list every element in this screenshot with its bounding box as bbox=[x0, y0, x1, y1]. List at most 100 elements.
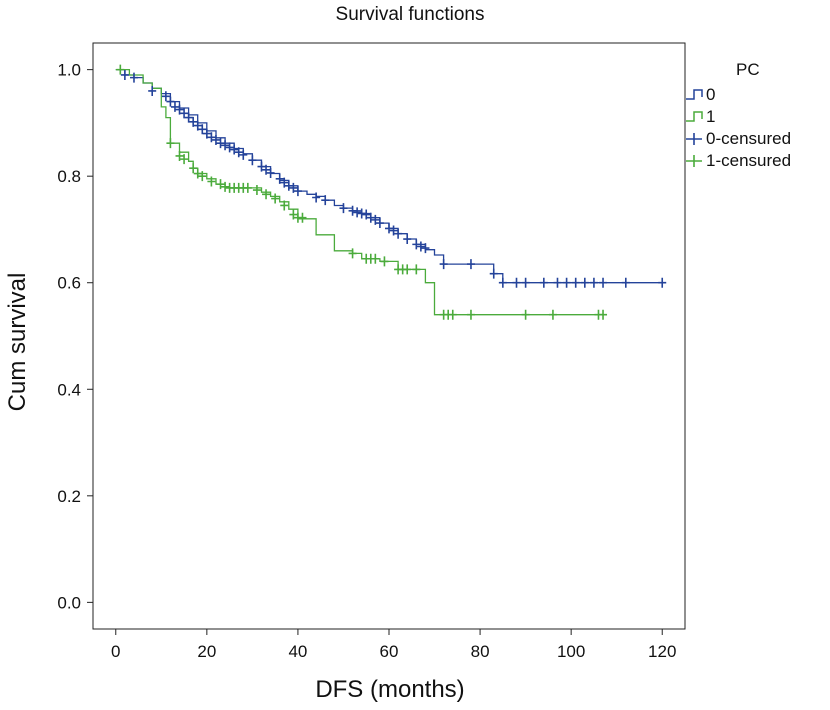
censor-mark-0-17 bbox=[225, 142, 234, 153]
censor-mark-0-37 bbox=[366, 212, 375, 223]
censor-mark-0-29 bbox=[293, 186, 302, 197]
censor-mark-0-7 bbox=[180, 108, 189, 119]
censor-mark-0-52 bbox=[521, 277, 530, 288]
censor-mark-1-26 bbox=[380, 256, 389, 267]
censor-mark-1-0 bbox=[116, 64, 125, 75]
survival-lines bbox=[115, 68, 663, 316]
x-tick-label-3: 60 bbox=[380, 642, 399, 661]
legend-symbols bbox=[686, 89, 703, 167]
censor-mark-0-51 bbox=[512, 277, 521, 288]
censor-mark-0-19 bbox=[234, 147, 243, 158]
x-tick-label-6: 120 bbox=[648, 642, 676, 661]
censor-mark-0-56 bbox=[571, 277, 580, 288]
censor-mark-0-46 bbox=[421, 243, 430, 254]
censor-mark-0-24 bbox=[266, 167, 275, 178]
censor-mark-0-45 bbox=[416, 241, 425, 252]
legend-step-icon-0 bbox=[684, 84, 704, 106]
y-tick-label-2: 0.4 bbox=[57, 380, 81, 399]
censor-mark-0-4 bbox=[166, 96, 175, 107]
censor-mark-0-14 bbox=[211, 134, 220, 145]
legend-item-3: 1-censured bbox=[684, 150, 830, 172]
censor-mark-0-32 bbox=[339, 203, 348, 214]
censor-mark-0-30 bbox=[312, 192, 321, 203]
censor-mark-0-39 bbox=[375, 218, 384, 229]
axis-ticks: 0 20 40 60 80 100 120 0.0 0.2 0.4 0.6 0.8 1.0 bbox=[57, 61, 676, 661]
censor-mark-0-33 bbox=[348, 205, 357, 216]
censor-mark-1-35 bbox=[521, 309, 530, 320]
legend-item-1: 1 bbox=[684, 106, 830, 128]
x-tick-label-1: 20 bbox=[197, 642, 216, 661]
y-tick-label-1: 0.2 bbox=[57, 487, 81, 506]
legend-step-mark-1 bbox=[686, 111, 703, 122]
censor-mark-1-18 bbox=[280, 200, 289, 211]
x-axis-label: DFS (months) bbox=[315, 676, 465, 703]
censor-mark-1-34 bbox=[466, 309, 475, 320]
censor-mark-1-5 bbox=[193, 168, 202, 179]
censor-mark-0-23 bbox=[262, 164, 271, 175]
censor-mark-1-16 bbox=[262, 189, 271, 200]
censor-mark-0-41 bbox=[389, 225, 398, 236]
plot-area-frame bbox=[92, 42, 686, 630]
censor-mark-0-6 bbox=[175, 104, 184, 115]
censor-mark-1-22 bbox=[348, 248, 357, 259]
censor-mark-0-36 bbox=[362, 209, 371, 220]
x-tick-label-0: 0 bbox=[111, 642, 120, 661]
legend-plus-icon-3 bbox=[684, 150, 704, 172]
censor-mark-1-6 bbox=[198, 171, 207, 182]
censor-mark-0-35 bbox=[357, 208, 366, 219]
censor-mark-1-7 bbox=[207, 176, 216, 187]
censor-mark-0-3 bbox=[161, 91, 170, 102]
censor-mark-1-8 bbox=[216, 179, 225, 190]
censor-mark-1-17 bbox=[271, 193, 280, 204]
censor-mark-1-4 bbox=[189, 163, 198, 174]
legend-step-icon-1 bbox=[684, 106, 704, 128]
censor-mark-0-38 bbox=[371, 214, 380, 225]
censor-mark-1-29 bbox=[403, 264, 412, 275]
censor-mark-0-28 bbox=[289, 182, 298, 193]
censor-mark-1-3 bbox=[180, 154, 189, 165]
censor-mark-1-1 bbox=[166, 138, 175, 149]
censor-mark-1-21 bbox=[298, 212, 307, 223]
censor-mark-0-58 bbox=[589, 277, 598, 288]
legend-plus-mark-3 bbox=[686, 155, 702, 167]
censor-mark-0-15 bbox=[216, 138, 225, 149]
censor-mark-0-10 bbox=[193, 120, 202, 131]
censor-mark-1-2 bbox=[175, 150, 184, 161]
censor-mark-1-15 bbox=[252, 185, 261, 196]
censor-mark-0-27 bbox=[284, 180, 293, 191]
censor-mark-0-49 bbox=[489, 268, 498, 279]
legend-label-1: 1 bbox=[706, 107, 716, 126]
censor-mark-1-38 bbox=[599, 309, 608, 320]
censor-mark-0-5 bbox=[170, 101, 179, 112]
legend-plus-mark-2 bbox=[686, 133, 702, 145]
censor-mark-0-48 bbox=[466, 259, 475, 270]
censor-mark-0-40 bbox=[385, 223, 393, 234]
censor-mark-0-61 bbox=[658, 277, 667, 288]
legend-label-3: 1-censured bbox=[706, 151, 792, 170]
censor-mark-0-55 bbox=[562, 277, 571, 288]
y-axis-label: Cum survival bbox=[4, 272, 31, 412]
legend-label-2: 0-censured bbox=[706, 129, 792, 148]
censor-mark-1-19 bbox=[289, 209, 298, 220]
y-tick-label-5: 1.0 bbox=[57, 61, 81, 80]
censor-mark-0-20 bbox=[239, 149, 248, 160]
censor-mark-1-14 bbox=[243, 182, 252, 193]
y-tick-label-3: 0.6 bbox=[57, 274, 81, 293]
censor-mark-0-18 bbox=[230, 144, 239, 155]
censor-mark-0-0 bbox=[120, 69, 129, 80]
censor-mark-1-25 bbox=[371, 253, 380, 264]
censor-mark-1-9 bbox=[221, 181, 230, 192]
legend-item-0: 0 bbox=[684, 84, 830, 106]
censor-mark-0-22 bbox=[257, 161, 266, 172]
censor-marks bbox=[116, 64, 667, 320]
x-tick-label-2: 40 bbox=[288, 642, 307, 661]
x-tick-label-5: 100 bbox=[557, 642, 585, 661]
legend-step-mark-0 bbox=[686, 89, 703, 100]
censor-mark-0-34 bbox=[353, 207, 362, 218]
censor-mark-0-2 bbox=[148, 85, 157, 96]
censor-mark-0-53 bbox=[539, 277, 548, 288]
chart-title: Survival functions bbox=[335, 4, 485, 25]
censor-mark-1-36 bbox=[548, 309, 557, 320]
legend-plus-icon-2 bbox=[684, 128, 704, 150]
